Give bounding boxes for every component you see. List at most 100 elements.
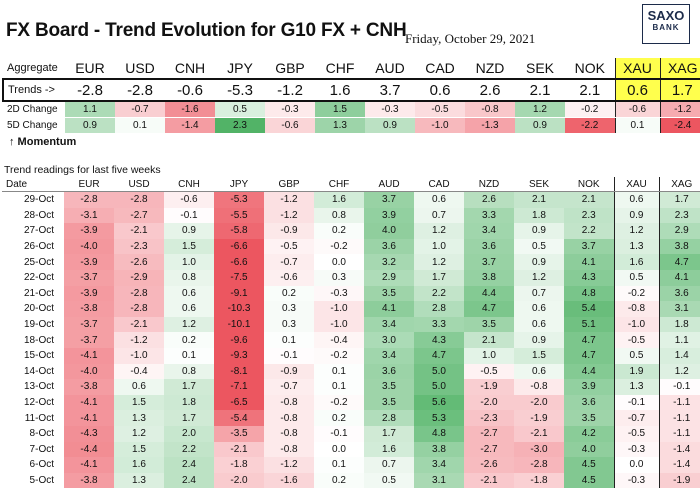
weekly-header-xag: XAG [658,177,700,192]
cell-21-oct-jpy: -9.1 [214,285,264,302]
row-date: 15-Oct [23,350,54,362]
cell-25-oct-sek: 0.9 [514,254,564,270]
cell-6-oct-eur: -4.1 [64,457,114,473]
weekly-header-chf: CHF [314,177,364,192]
weekly-header-gbp: GBP [264,177,314,192]
cell-11-oct-gbp: -0.8 [264,410,314,426]
trends-row: Trends -> -2.8 -2.8 -0.6 -5.3 -1.2 1.6 3.7 0.6 2… [2,78,700,102]
momentum-row: ↑ Momentum [3,134,700,151]
currency-header-eur: EUR [75,60,105,76]
cell-19-oct-sek: 0.6 [514,316,564,333]
cell-27-oct-aud: 4.0 [364,223,414,239]
cell-12-oct-nzd: -2.0 [464,394,514,411]
cell-15-oct-usd: -1.0 [114,347,164,364]
cell-5-oct-sek: -1.8 [514,472,564,488]
cell-12-oct-nok: 3.6 [564,394,614,411]
weekly-trend-heatmap: Date EUR USD CNH JPY GBP CHF AUD CAD NZD SEK NOK XA… [2,177,700,488]
trend-value-gbp: -1.2 [265,78,315,102]
cell-27-oct-chf: 0.2 [314,223,364,239]
cell-28-oct-xag: 2.3 [658,207,700,224]
change-5d-cad: -1.0 [415,117,465,134]
cell-22-oct-cnh: 0.8 [164,269,214,286]
weekly-header-cnh: CNH [164,177,214,192]
row-date: 7-Oct [29,443,54,455]
row-date: 21-Oct [23,287,54,299]
cell-25-oct-jpy: -6.6 [214,254,264,270]
cell-28-oct-jpy: -5.5 [214,207,264,224]
change-5d-chf: 1.3 [315,117,365,134]
cell-21-oct-cad: 2.2 [414,285,464,302]
table-row: 12-Oct -4.1 1.5 1.8 -6.5 -0.8 -0.2 3.5 5.6 -2.0 -2… [2,394,700,411]
cell-28-oct-xau: 0.9 [613,207,659,224]
cell-12-oct-cad: 5.6 [414,394,464,411]
cell-13-oct-cnh: 1.7 [164,379,214,395]
table-row: 13-Oct -3.8 0.6 1.7 -7.1 -0.7 0.1 3.5 5.0 -1.9 -0.… [2,379,700,395]
change-5d-sek: 0.9 [515,117,565,134]
cell-27-oct-gbp: -0.9 [264,223,314,239]
cell-12-oct-usd: 1.5 [114,394,164,411]
row-date: 8-Oct [29,428,54,440]
cell-5-oct-chf: 0.2 [314,472,364,488]
change-2d-sek: 1.2 [515,101,565,118]
cell-19-oct-cad: 3.3 [414,316,464,333]
cell-29-oct-chf: 1.6 [314,191,364,208]
cell-20-oct-nok: 5.4 [564,301,614,317]
cell-5-oct-xau: -0.3 [613,472,659,488]
change-2d-row: 2D Change 1.1 -0.7 -1.6 0.5 -0.3 1.5 -0.3 -0.5-… [3,101,700,118]
table-row: 20-Oct -3.8 -2.8 0.6 -10.3 0.3 -1.0 4.1 2.8 4.7 0.… [2,301,700,317]
cell-21-oct-xag: 3.6 [658,285,700,302]
cell-26-oct-usd: -2.3 [114,238,164,255]
cell-14-oct-nzd: -0.5 [464,363,514,380]
row-date: 25-Oct [23,256,54,268]
cell-14-oct-cnh: 0.8 [164,363,214,380]
cell-13-oct-chf: 0.1 [314,379,364,395]
cell-27-oct-nzd: 3.4 [464,223,514,239]
table-row: 26-Oct -4.0 -2.3 1.5 -6.6 -0.5 -0.2 3.6 1.0 3.6 0.… [2,238,700,255]
table-row: 14-Oct -4.0 -0.4 0.8 -8.1 -0.9 0.1 3.6 5.0 -0.5 0.… [2,363,700,380]
cell-18-oct-eur: -3.7 [64,332,114,348]
cell-18-oct-nok: 4.7 [564,332,614,348]
cell-26-oct-eur: -4.0 [64,238,114,255]
trend-value-cnh: -0.6 [165,78,215,102]
momentum-label: ↑ Momentum [9,136,77,148]
cell-6-oct-sek: -2.8 [514,457,564,473]
cell-12-oct-chf: -0.2 [314,394,364,411]
cell-5-oct-aud: 0.5 [364,472,414,488]
cell-13-oct-usd: 0.6 [114,379,164,395]
weekly-header-row: Date EUR USD CNH JPY GBP CHF AUD CAD NZD SEK NOK XA… [2,177,700,192]
change-2d-label: 2D Change [3,101,65,118]
cell-29-oct-usd: -2.8 [114,191,164,208]
table-row: 15-Oct -4.1 -1.0 0.1 -9.3 -0.1 -0.2 3.4 4.7 1.0 1.… [2,347,700,364]
cell-7-oct-sek: -3.0 [514,441,564,458]
row-date: 22-Oct [23,272,54,284]
weekly-header-sek: SEK [514,177,564,192]
cell-19-oct-jpy: -10.1 [214,316,264,333]
cell-12-oct-eur: -4.1 [64,394,114,411]
cell-25-oct-cnh: 1.0 [164,254,214,270]
trends-label: Trends -> [2,78,65,102]
cell-21-oct-xau: -0.2 [613,285,659,302]
change-2d-xag: -1.2 [659,101,700,118]
weekly-header-eur: EUR [64,177,114,192]
cell-29-oct-cnh: -0.6 [164,191,214,208]
cell-29-oct-xau: 0.6 [613,191,659,208]
logo-text-saxo: SAXO [647,8,685,23]
cell-22-oct-jpy: -7.5 [214,269,264,286]
cell-7-oct-xau: -0.3 [613,441,659,458]
weekly-header-nok: NOK [564,177,614,192]
cell-15-oct-xau: 0.5 [613,347,659,364]
cell-14-oct-eur: -4.0 [64,363,114,380]
date-column-header: Date [2,177,64,192]
change-5d-xag: -2.4 [659,117,700,134]
row-date: 12-Oct [23,397,54,409]
cell-20-oct-jpy: -10.3 [214,301,264,317]
table-row: 21-Oct -3.9 -2.8 0.6 -9.1 0.2 -0.3 3.5 2.2 4.4 0.7… [2,285,700,302]
weekly-header-nzd: NZD [464,177,514,192]
trend-value-sek: 2.1 [515,78,565,102]
change-2d-jpy: 0.5 [215,101,265,118]
cell-26-oct-gbp: -0.5 [264,238,314,255]
change-5d-row: 5D Change 0.9 0.1 -1.4 2.3 -0.6 1.3 0.9 -1.0 -1.… [3,117,700,134]
currency-header-jpy: JPY [227,60,253,76]
cell-21-oct-cnh: 0.6 [164,285,214,302]
cell-25-oct-xau: 1.6 [613,254,659,270]
